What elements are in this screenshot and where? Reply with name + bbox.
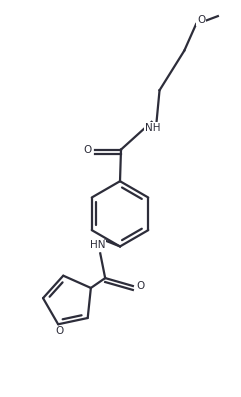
Text: O: O xyxy=(137,281,145,291)
Text: O: O xyxy=(55,326,63,336)
Text: NH: NH xyxy=(145,123,160,133)
Text: O: O xyxy=(197,15,205,25)
Text: HN: HN xyxy=(89,241,105,251)
Text: O: O xyxy=(83,145,92,154)
